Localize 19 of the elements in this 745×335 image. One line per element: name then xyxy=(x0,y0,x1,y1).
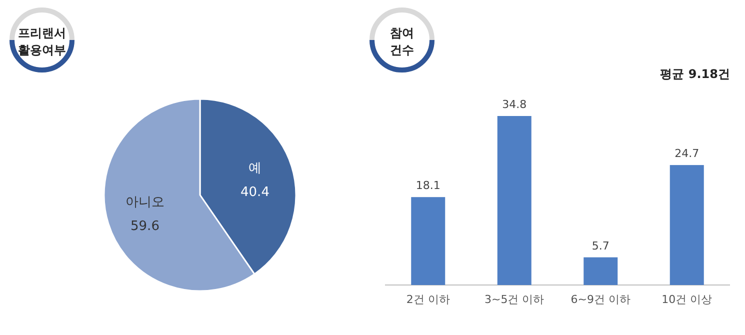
text: 평균 9.18건 xyxy=(660,67,730,81)
x-tick-label: 2건 이하 xyxy=(406,293,450,306)
bar xyxy=(411,197,446,285)
x-tick-label: 3~5건 이하 xyxy=(484,293,544,306)
data-label: 59.6 xyxy=(130,219,160,234)
chart-title: 프리랜서 활용여부 xyxy=(18,26,66,57)
chart-title: 참여 건수 xyxy=(390,26,414,57)
data-label: 40.4 xyxy=(240,184,270,200)
bar xyxy=(670,165,704,285)
data-label: 34.8 xyxy=(502,98,527,111)
bar xyxy=(584,257,618,285)
bar xyxy=(497,116,532,285)
x-tick-label: 6~9건 이하 xyxy=(570,293,630,306)
slice-label: 예 xyxy=(248,160,262,176)
slice-label: 아니오 xyxy=(126,195,164,210)
data-label: 18.1 xyxy=(416,179,440,192)
data-label: 5.7 xyxy=(592,239,610,252)
x-tick-label: 10건 이상 xyxy=(662,293,712,306)
data-label: 24.7 xyxy=(674,147,700,160)
